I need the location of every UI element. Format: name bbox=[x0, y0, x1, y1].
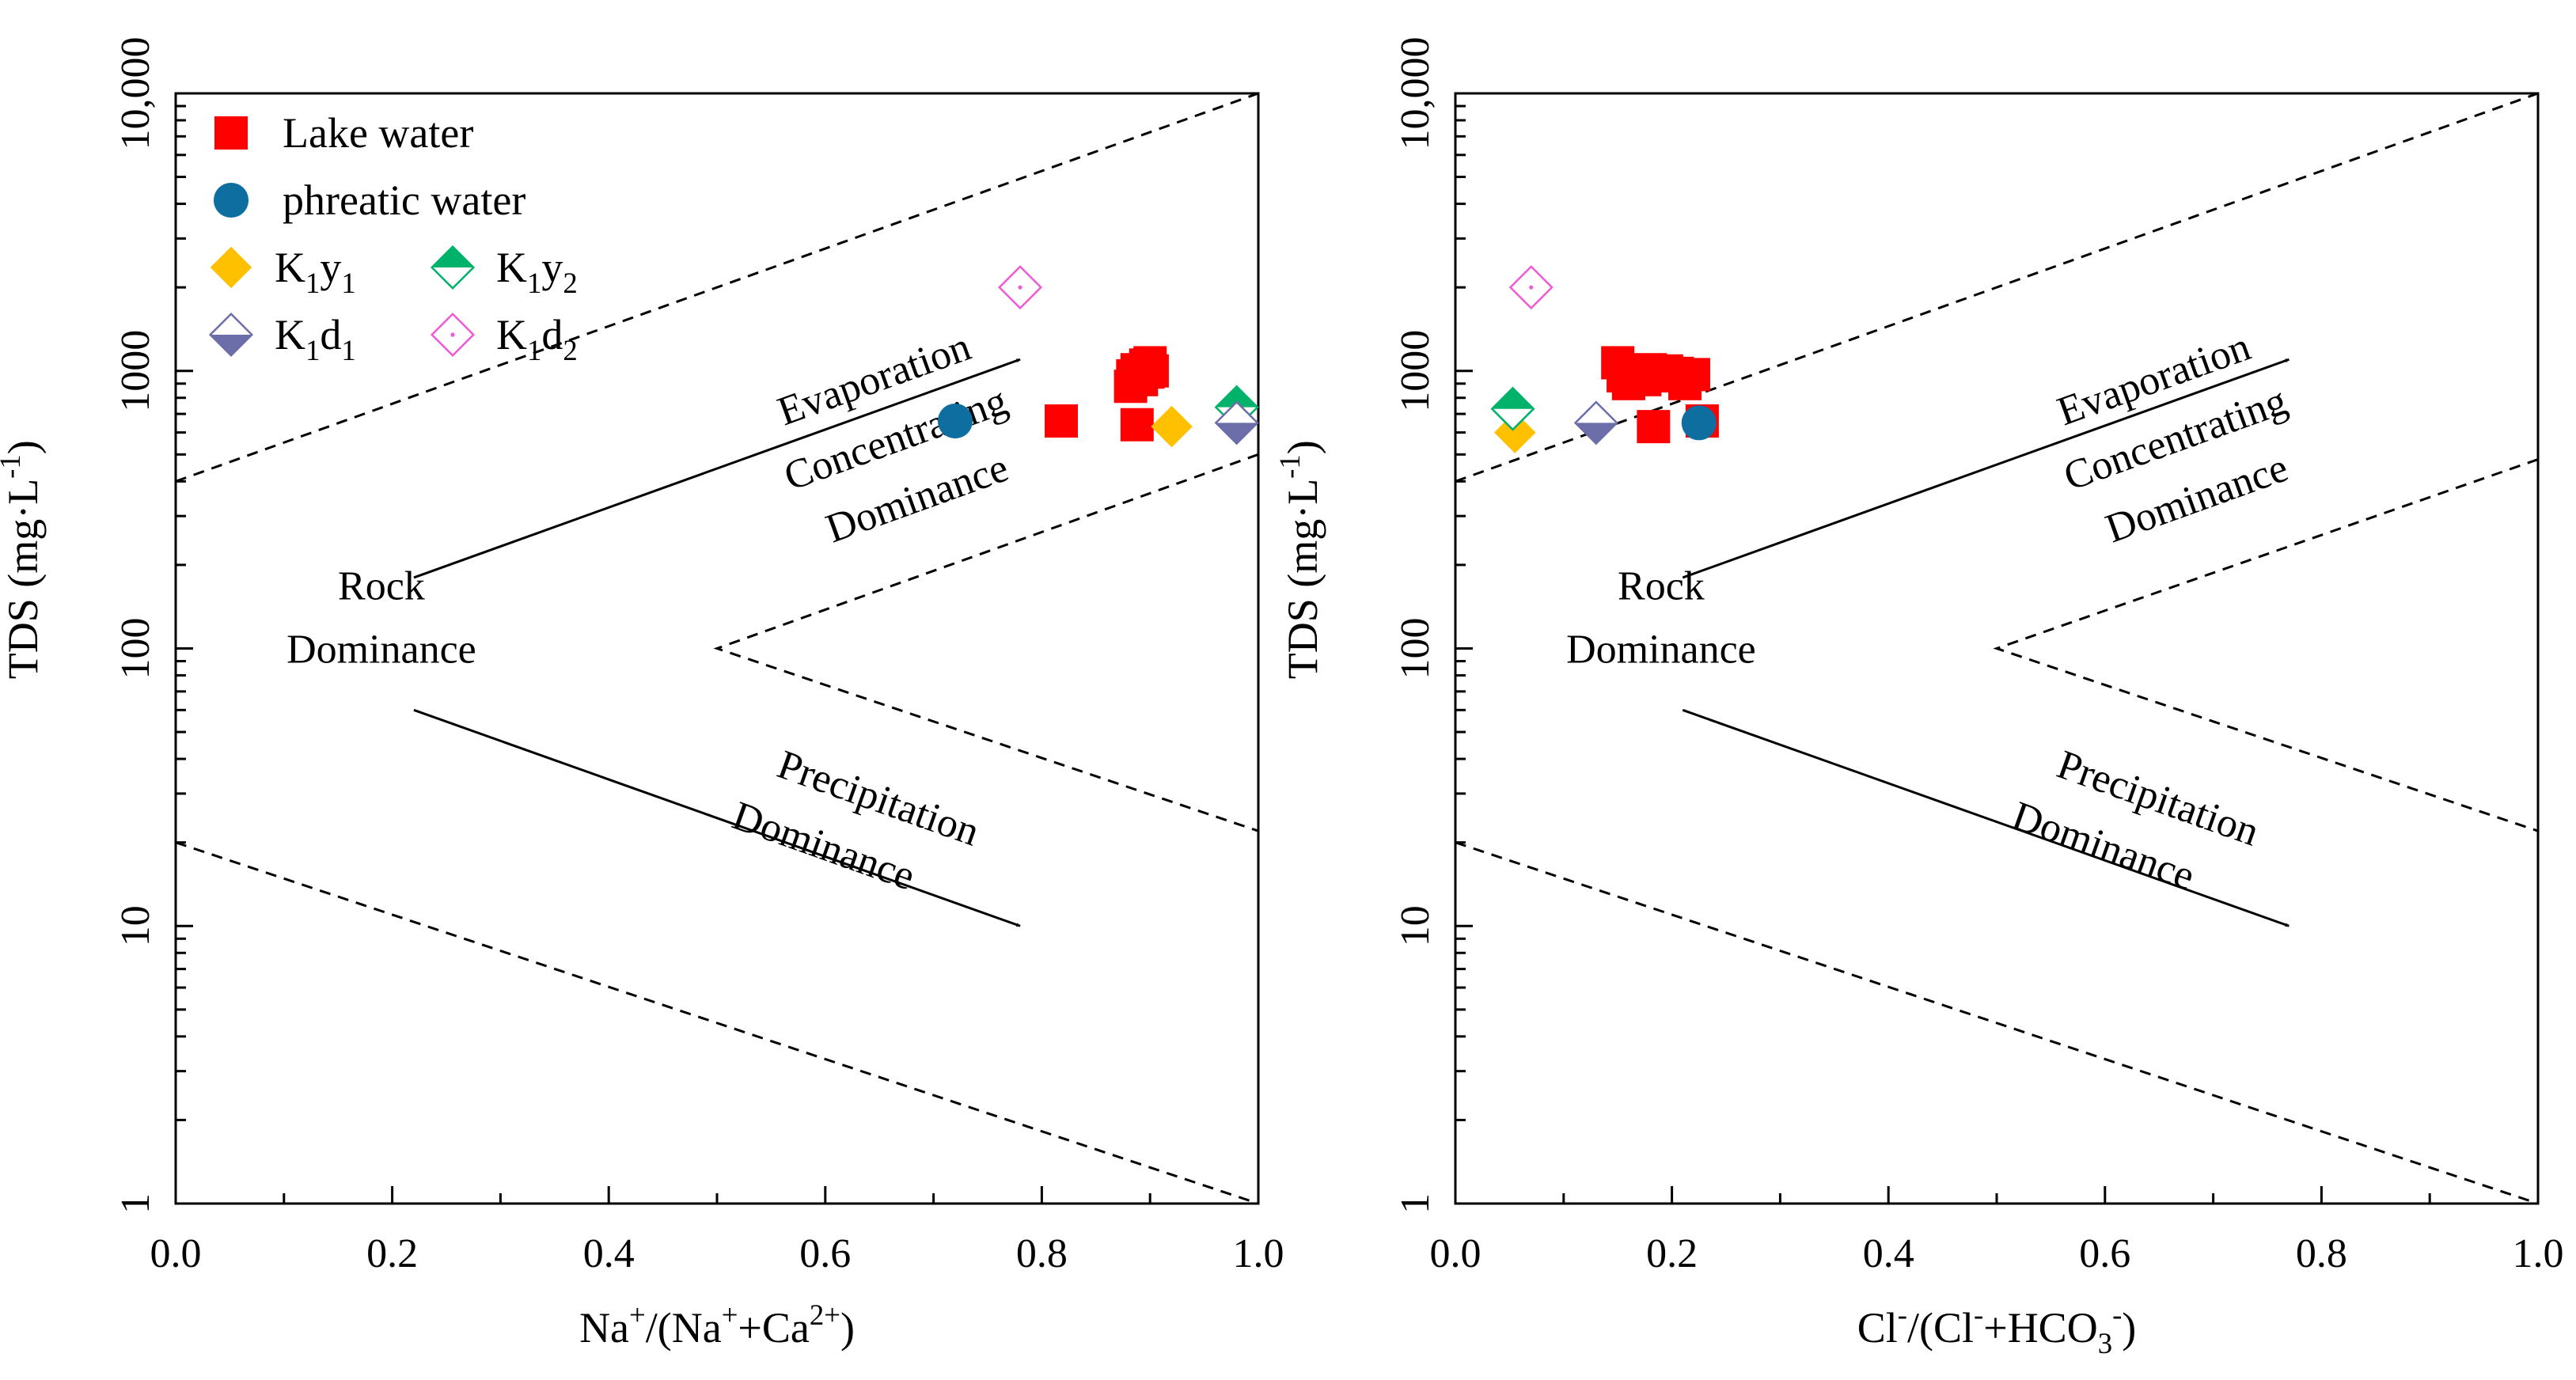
data-point-k1y1 bbox=[1151, 405, 1193, 448]
x-tick-label: 1.0 bbox=[1233, 1231, 1284, 1276]
data-point-k1y2 bbox=[1490, 386, 1535, 431]
x-axis-title: Na+/(Na++Ca2+) bbox=[579, 1298, 855, 1352]
evaporation-arrow bbox=[413, 358, 1021, 579]
right-panel-cl-ratio: 0.0 0.2 0.4 0.6 0.8 1.0 1 10 100 1000 10,000 Cl-/(C… bbox=[1273, 37, 2564, 1360]
boundary-lower-line bbox=[175, 841, 1259, 1205]
x-tick-label: 0.8 bbox=[2296, 1231, 2347, 1276]
legend-label-phreatic: phreatic water bbox=[283, 176, 525, 224]
data-point-lake bbox=[1637, 410, 1671, 444]
legend-symbol-k1y1 bbox=[210, 246, 252, 289]
x-tick-label: 0.2 bbox=[1646, 1231, 1698, 1276]
legend-label-k1y2: K1y2 bbox=[496, 244, 578, 299]
evaporation-arrow bbox=[1682, 358, 2290, 579]
x-tick-label: 0.4 bbox=[1863, 1231, 1914, 1276]
left-panel-na-ratio: 0.0 0.2 0.4 0.6 0.8 1.0 1 10 100 1000 10,000 Na+/(N… bbox=[0, 37, 1284, 1352]
legend-symbol-k1d2 bbox=[430, 312, 476, 358]
legend-label-k1d1: K1d1 bbox=[275, 311, 356, 366]
precipitation-arrow bbox=[1682, 708, 2290, 927]
x-axis-title: Cl-/(Cl-+HCO3-) bbox=[1857, 1298, 2137, 1359]
data-point-lake bbox=[1120, 408, 1154, 442]
x-tick-label: 0.6 bbox=[2079, 1231, 2130, 1276]
y-axis-title: TDS (mg·L-1) bbox=[1273, 440, 1326, 679]
legend-symbol-k1y2 bbox=[430, 245, 476, 290]
data-point-phreatic bbox=[937, 403, 973, 439]
data-point-lake bbox=[1045, 404, 1079, 438]
x-tick-label: 0.8 bbox=[1016, 1231, 1068, 1276]
legend-label-k1d2: K1d2 bbox=[496, 311, 578, 366]
boundary-lower-line bbox=[1455, 841, 2539, 1205]
boundary-middle-line bbox=[713, 453, 1259, 832]
y-tick-label: 10,000 bbox=[113, 37, 158, 150]
y-tick-label: 100 bbox=[1393, 618, 1438, 680]
y-tick-label: 10 bbox=[113, 905, 158, 946]
rock-region-label: Rock bbox=[338, 564, 425, 609]
rock-region-label: Rock bbox=[1618, 564, 1705, 609]
y-tick-label: 100 bbox=[113, 618, 158, 680]
boundary-upper-line bbox=[1455, 92, 2539, 483]
boundary-middle-line bbox=[1993, 458, 2539, 832]
y-tick-label: 10 bbox=[1393, 905, 1438, 946]
legend-label-k1y1: K1y1 bbox=[275, 244, 356, 299]
x-tick-label: 0.2 bbox=[366, 1231, 418, 1276]
x-tick-label: 0.0 bbox=[150, 1231, 202, 1276]
precipitation-arrow bbox=[413, 708, 1021, 927]
legend-symbol-phreatic bbox=[213, 182, 249, 218]
rock-region-label: Dominance bbox=[286, 627, 476, 673]
x-tick-label: 0.6 bbox=[799, 1231, 851, 1276]
x-tick-label: 0.4 bbox=[583, 1231, 635, 1276]
data-point-k1d2 bbox=[998, 265, 1043, 310]
y-tick-label: 1 bbox=[1393, 1193, 1438, 1214]
legend-symbol-lake bbox=[214, 116, 248, 150]
x-tick-label: 0.0 bbox=[1430, 1231, 1481, 1276]
data-point-k1d2 bbox=[1508, 265, 1554, 310]
data-point-phreatic bbox=[1681, 405, 1717, 441]
boundary-upper-line bbox=[175, 92, 1259, 483]
rock-region-label: Dominance bbox=[1566, 627, 1756, 673]
legend-label-lake: Lake water bbox=[283, 109, 473, 157]
data-point-lake bbox=[1135, 354, 1169, 388]
legend: Lake water phreatic water K1y1 K1y2 K1d1 K1d2 bbox=[208, 109, 578, 366]
y-tick-label: 10,000 bbox=[1393, 37, 1438, 150]
y-tick-label: 1000 bbox=[1393, 330, 1438, 412]
x-tick-label: 1.0 bbox=[2513, 1231, 2564, 1276]
y-tick-label: 1 bbox=[113, 1193, 158, 1214]
y-tick-label: 1000 bbox=[113, 330, 158, 412]
data-point-k1d1 bbox=[1573, 400, 1618, 445]
data-point-k1d1 bbox=[1214, 400, 1259, 445]
legend-symbol-k1d1 bbox=[208, 312, 254, 358]
y-axis-title: TDS (mg·L-1) bbox=[0, 440, 47, 679]
data-point-lake bbox=[1676, 358, 1710, 392]
